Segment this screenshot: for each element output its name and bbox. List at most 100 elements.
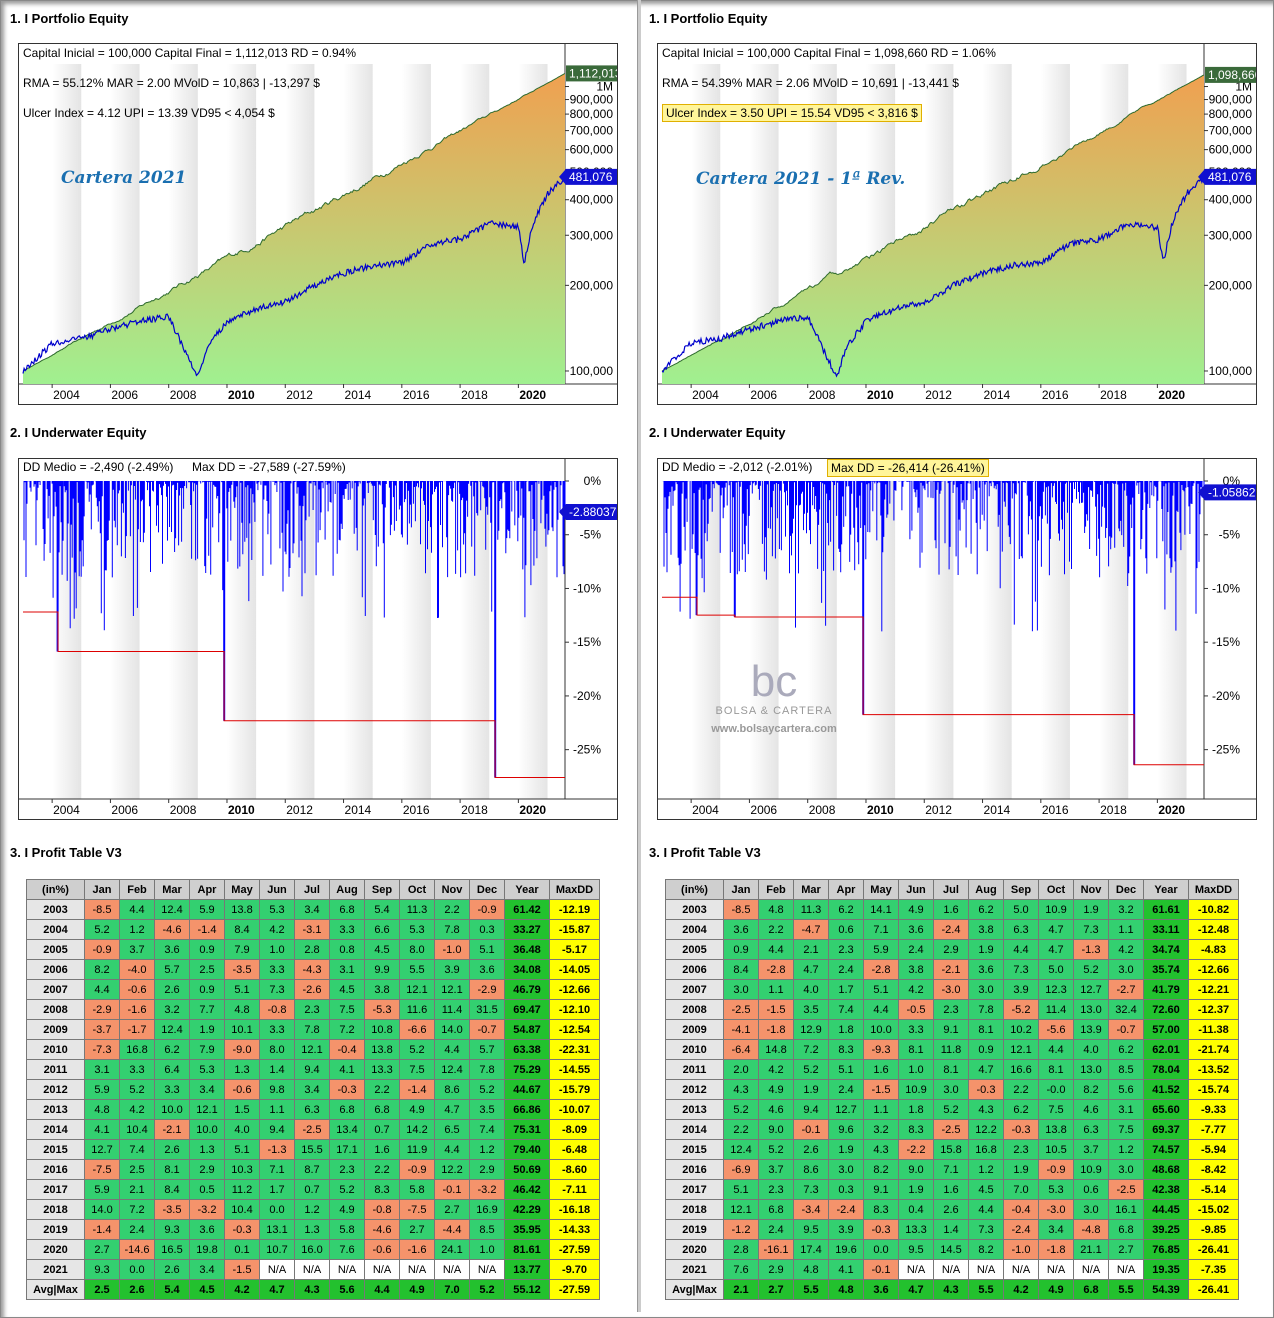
table-cell: 4.7 — [1038, 939, 1074, 960]
table-cell: 6.3 — [294, 1099, 330, 1120]
table-cell: 4.4 — [1038, 1039, 1074, 1060]
table-cell: 9.5 — [793, 1219, 829, 1240]
row-label: 2011 — [665, 1059, 724, 1080]
table-cell: -4.4 — [434, 1219, 470, 1240]
row-label: 2005 — [665, 939, 724, 960]
table-cell: 5.7 — [469, 1039, 505, 1060]
x-tick-label: 2010 — [228, 803, 255, 817]
table-cell: -8.60 — [549, 1159, 600, 1180]
table-cell: 6.2 — [1003, 1099, 1039, 1120]
column-header: MaxDD — [1188, 879, 1239, 900]
table-cell: 24.1 — [434, 1239, 470, 1260]
table-cell: 2.3 — [329, 1159, 365, 1180]
table-cell: 2.4 — [898, 939, 934, 960]
table-cell: 4.3 — [968, 1099, 1004, 1120]
table-cell: -12.19 — [549, 899, 600, 920]
year-band — [168, 481, 198, 799]
portfolio-line — [22, 72, 566, 372]
table-cell: 7.1 — [933, 1159, 969, 1180]
table-cell: 4.9 — [399, 1279, 435, 1300]
table-cell: -3.1 — [294, 919, 330, 940]
table-cell: -3.0 — [1038, 1199, 1074, 1220]
table-cell: 3.9 — [1003, 979, 1039, 1000]
table-cell: 32.4 — [1108, 999, 1144, 1020]
x-tick-label: 2006 — [750, 803, 777, 817]
table-cell: 13.0 — [1073, 1059, 1109, 1080]
table-cell: 17.1 — [329, 1139, 365, 1160]
table-cell: 8.0 — [399, 939, 435, 960]
table-cell: 4.7 — [259, 1279, 295, 1300]
column-header: Feb — [119, 879, 155, 900]
panel-divider — [637, 0, 641, 1312]
table-cell: -0.8 — [364, 1199, 400, 1220]
table-cell: 13.9 — [1073, 1019, 1109, 1040]
table-cell: -0.1 — [434, 1179, 470, 1200]
table-cell: -1.4 — [84, 1219, 120, 1240]
table-cell: 2.3 — [758, 1179, 794, 1200]
table-row: 2012 5.9 5.2 3.3 3.4 -0.6 9.8 3.4 -0.3 2.2 -1.4 8.6… — [26, 1079, 600, 1100]
row-label: 2018 — [665, 1199, 724, 1220]
portfolio-end-value: 1,098,660 — [1208, 68, 1257, 82]
row-label: 2021 — [665, 1259, 724, 1280]
table-cell: 3.9 — [434, 959, 470, 980]
column-header: Feb — [758, 879, 794, 900]
dd-end-tag — [1198, 484, 1256, 501]
table-cell: -12.48 — [1188, 919, 1239, 940]
table-cell: 3.5 — [793, 999, 829, 1020]
table-row: 2020 2.7 -14.6 16.5 19.8 0.1 10.7 16.0 7.6 -0.6 -1… — [26, 1239, 600, 1260]
table-cell: 1.1 — [1108, 919, 1144, 940]
row-label: 2006 — [26, 959, 85, 980]
table-cell: 9.6 — [828, 1119, 864, 1140]
table-cell: 0.9 — [723, 939, 759, 960]
table-cell: -0.3 — [863, 1219, 899, 1240]
benchmark-line — [661, 175, 1205, 378]
table-cell: 2.7 — [758, 1279, 794, 1300]
table-cell: 7.3 — [259, 979, 295, 1000]
table-cell: 4.5 — [364, 939, 400, 960]
row-label: 2007 — [26, 979, 85, 1000]
table-cell: 3.5 — [469, 1099, 505, 1120]
table-cell: 46.42 — [504, 1179, 550, 1200]
table-cell: -1.2 — [723, 1219, 759, 1240]
table-cell: 4.9 — [1038, 1279, 1074, 1300]
table-cell: 1.5 — [224, 1099, 260, 1120]
table-cell: 79.40 — [504, 1139, 550, 1160]
table-cell: 0.9 — [189, 979, 225, 1000]
table-cell: 5.2 — [469, 1279, 505, 1300]
table-cell: 3.2 — [154, 999, 190, 1020]
table-cell: 4.1 — [828, 1259, 864, 1280]
table-cell: 5.2 — [1073, 959, 1109, 980]
table-cell: 4.7 — [1038, 919, 1074, 940]
table-cell: 8.2 — [968, 1239, 1004, 1260]
table-cell: 7.5 — [399, 1059, 435, 1080]
table-cell: 2.4 — [119, 1219, 155, 1240]
table-cell: 11.8 — [933, 1039, 969, 1060]
table-cell: -0.5 — [898, 999, 934, 1020]
max-dd-line — [662, 596, 1204, 766]
table-cell: 14.1 — [863, 899, 899, 920]
table-cell: -1.0 — [1003, 1239, 1039, 1260]
table-cell: 7.8 — [469, 1059, 505, 1080]
table-cell: 13.4 — [329, 1119, 365, 1140]
table-cell: 5.5 — [968, 1279, 1004, 1300]
table-cell: 6.4 — [154, 1059, 190, 1080]
equity-info-line-3: Ulcer Index = 4.12 UPI = 13.39 VD95 < 4,… — [23, 106, 275, 120]
y-tick-label: 100,000 — [1209, 364, 1253, 378]
table-cell: 3.8 — [364, 979, 400, 1000]
table-cell: -7.11 — [549, 1179, 600, 1200]
row-label: 2019 — [665, 1219, 724, 1240]
table-cell: 10.0 — [154, 1099, 190, 1120]
table-cell: 3.1 — [329, 959, 365, 980]
table-cell: 9.1 — [933, 1019, 969, 1040]
table-cell: 8.2 — [84, 959, 120, 980]
y-tick-label: -15% — [1212, 635, 1240, 649]
table-cell: 13.3 — [364, 1059, 400, 1080]
y-tick-label: 600,000 — [1209, 143, 1253, 157]
y-tick-label: -25% — [573, 743, 601, 757]
row-label: 2016 — [665, 1159, 724, 1180]
table-cell: -5.17 — [549, 939, 600, 960]
table-cell: 3.4 — [189, 1259, 225, 1280]
table-cell: 5.5 — [793, 1279, 829, 1300]
table-cell: 2.2 — [723, 1119, 759, 1140]
table-cell: 5.3 — [259, 899, 295, 920]
